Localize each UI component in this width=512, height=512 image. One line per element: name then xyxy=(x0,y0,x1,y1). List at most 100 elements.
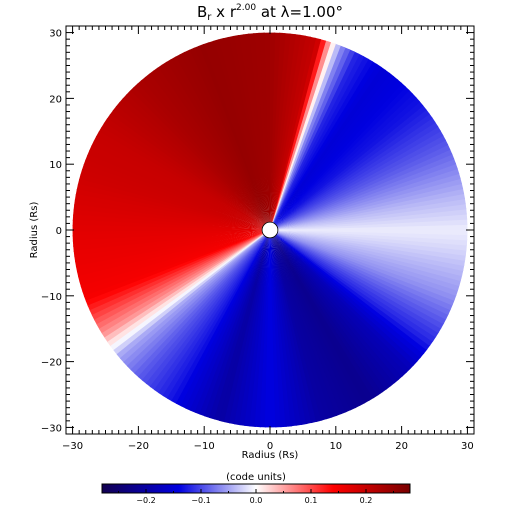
disk-wedge xyxy=(73,204,271,230)
disk-wedge xyxy=(103,118,271,230)
disk-wedge xyxy=(223,230,270,424)
disk-wedge xyxy=(125,90,270,231)
colorbar-tick-label: 0.1 xyxy=(305,496,318,505)
disk-wedge xyxy=(270,230,447,325)
disk-wedge xyxy=(94,230,270,326)
x-tick-label: −10 xyxy=(194,441,215,452)
disk-wedge xyxy=(270,228,468,236)
disk-wedge xyxy=(270,112,433,230)
disk-wedge xyxy=(270,230,392,390)
disk-wedge xyxy=(270,100,424,231)
disk-wedge xyxy=(180,230,270,409)
disk-wedge xyxy=(270,32,281,231)
disk-wedge xyxy=(74,199,270,230)
disk-wedge xyxy=(270,230,460,292)
x-tick-label: −30 xyxy=(62,441,83,452)
disk-wedge xyxy=(148,70,270,230)
disk-wedge xyxy=(270,230,455,306)
disk-wedge xyxy=(158,230,270,397)
disk-wedge xyxy=(270,78,403,231)
y-tick-label: −20 xyxy=(41,358,62,369)
disk-wedge xyxy=(270,230,379,399)
disk-wedge xyxy=(75,188,270,230)
disk-wedge xyxy=(100,122,271,230)
disk-wedge xyxy=(270,66,387,231)
plot-axes: −30 −20 −10 0 10 20 30 −30 −20 −10 0 10 20 30 xyxy=(41,25,475,452)
disk-wedge xyxy=(270,32,286,230)
disk-wedge xyxy=(153,230,270,394)
disk-wedge xyxy=(73,209,270,230)
disk-wedge xyxy=(270,63,382,231)
disk-wedge xyxy=(194,230,270,415)
disk-wedge xyxy=(112,105,270,230)
disk-wedge xyxy=(270,230,442,334)
disk-wedge xyxy=(270,230,468,241)
disk-wedge xyxy=(133,83,270,230)
chart-title: Br x r2.00 at λ=1.00° xyxy=(197,3,343,23)
disk-wedge xyxy=(270,230,418,366)
disk-wedge xyxy=(110,230,270,352)
colorbar-tick-label: 0.2 xyxy=(360,496,373,505)
disk-wedge xyxy=(113,230,270,356)
disk-wedge xyxy=(101,230,270,339)
disk-wedge xyxy=(109,109,270,230)
disk-wedge xyxy=(270,230,396,387)
disk-wedge xyxy=(270,33,296,230)
disk-wedge xyxy=(270,230,466,266)
disk-wedge xyxy=(185,230,270,411)
disk-wedge xyxy=(218,230,270,423)
disk-wedge xyxy=(270,230,388,393)
y-tick-label: −10 xyxy=(41,292,62,303)
disk-wedge xyxy=(244,230,270,427)
disk-wedge xyxy=(89,145,270,230)
disk-wedge xyxy=(270,230,459,296)
disk-wedge xyxy=(77,178,270,230)
disk-wedge xyxy=(270,58,374,231)
disk-wedge xyxy=(165,59,270,230)
disk-wedge xyxy=(144,73,270,230)
disk-wedge xyxy=(115,101,271,230)
colorbar-tick-label: 0.0 xyxy=(250,496,263,505)
disk-wedge xyxy=(270,230,375,401)
disk-wedge xyxy=(270,230,370,404)
x-axis-label: Radius (Rs) xyxy=(242,450,299,461)
disk-wedge xyxy=(254,230,270,428)
disk-wedge xyxy=(270,34,306,230)
disk-wedge xyxy=(270,134,446,230)
disk-wedge xyxy=(136,79,270,230)
disk-wedge xyxy=(270,230,449,320)
disk-wedge xyxy=(270,82,406,231)
disk-wedge xyxy=(140,76,270,230)
disk-wedge xyxy=(270,47,351,231)
x-tick-label: 20 xyxy=(395,441,408,452)
x-tick-label: 10 xyxy=(329,441,342,452)
disk-wedge xyxy=(270,43,341,231)
x-tick-label: 30 xyxy=(461,441,474,452)
disk-wedge xyxy=(270,230,451,315)
disk-wedge xyxy=(204,230,270,419)
disk-wedge xyxy=(270,230,462,287)
inner-boundary xyxy=(261,221,279,239)
x-tick-label: −20 xyxy=(128,441,149,452)
disk-wedge xyxy=(264,230,272,428)
disk-wedge xyxy=(270,230,466,261)
disk-wedge xyxy=(72,214,270,230)
disk-wedge xyxy=(118,97,271,231)
disk-wedge xyxy=(170,56,270,230)
disk-wedge xyxy=(72,224,270,232)
disk-wedge xyxy=(175,230,270,407)
disk-wedge xyxy=(189,230,270,413)
disk-wedge xyxy=(270,96,421,230)
y-tick-label: 10 xyxy=(49,160,62,171)
disk-wedge xyxy=(78,173,271,230)
disk-wedge xyxy=(270,230,407,377)
disk-wedge xyxy=(270,230,437,342)
disk-wedge xyxy=(152,67,270,230)
disk-wedge xyxy=(95,131,270,230)
disk-wedge xyxy=(270,230,425,359)
disk-wedge xyxy=(270,53,365,231)
disk-wedge xyxy=(213,230,270,422)
disk-wedge xyxy=(270,230,434,347)
disk-wedge xyxy=(270,34,301,231)
disk-wedge xyxy=(174,54,270,230)
